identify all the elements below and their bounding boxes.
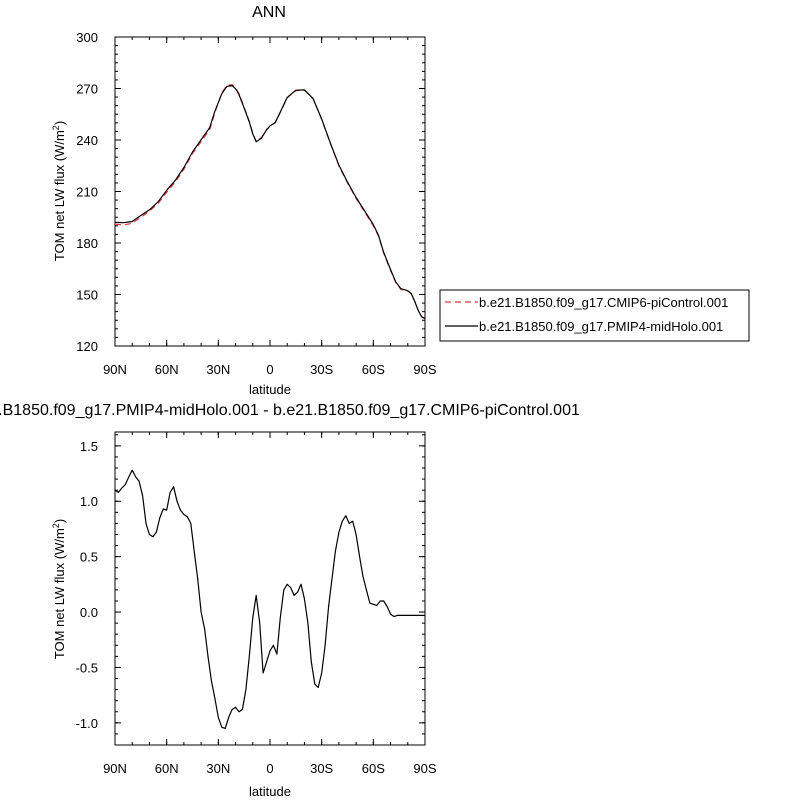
y-axis-label-text: TOM net LW flux (W/m — [52, 130, 67, 261]
legend: b.e21.B1850.f09_g17.CMIP6-piControl.001 … — [439, 289, 750, 342]
x-tick-label: 0 — [266, 761, 273, 776]
top-panel: ANN 90N 60N 30N 0 30S 60S 90S 120 150 180 210 240 27… — [51, 4, 750, 397]
series-line — [114, 83, 426, 320]
legend-label-picontrol: b.e21.B1850.f09_g17.CMIP6-piControl.001 — [479, 295, 728, 310]
y-tick-label: 150 — [76, 288, 98, 303]
x-tick-label: 30N — [206, 362, 230, 377]
series-line — [114, 469, 425, 730]
y-axis-label-superscript: 2 — [51, 125, 61, 130]
x-axis-label: latitude — [249, 784, 291, 799]
legend-label-midholo: b.e21.B1850.f09_g17.PMIP4-midHolo.001 — [479, 319, 723, 334]
y-axis-label: TOM net LW flux (W/m2) — [51, 121, 67, 261]
x-tick-label: 90N — [103, 362, 127, 377]
series-line — [114, 84, 426, 320]
x-tick-label: 60S — [362, 761, 385, 776]
y-axis-label-text: TOM net LW flux (W/m — [52, 528, 67, 659]
chart-title: b.e21.B1850.f09_g17.PMIP4-midHolo.001 - … — [0, 402, 580, 419]
y-tick-label: 120 — [76, 339, 98, 354]
y-tick-label: 300 — [76, 30, 98, 45]
bottom-panel: b.e21.B1850.f09_g17.PMIP4-midHolo.001 - … — [0, 402, 580, 799]
legend-box — [439, 289, 750, 342]
plot-frame — [114, 431, 426, 746]
x-tick-label: 60N — [155, 362, 179, 377]
axis-ticks: 90N 60N 30N 0 30S 60S 90S 120 150 180 210 240 270 300 — [76, 30, 437, 377]
y-tick-label: -1.0 — [76, 716, 98, 731]
y-tick-label: 210 — [76, 185, 98, 200]
y-tick-label: 1.5 — [80, 439, 98, 454]
series-lines — [114, 83, 426, 320]
y-tick-label: 0.0 — [80, 605, 98, 620]
y-axis-label-suffix: ) — [52, 519, 67, 523]
chart-title: ANN — [252, 4, 286, 21]
y-tick-label: 240 — [76, 133, 98, 148]
x-tick-label: 30S — [310, 362, 333, 377]
x-axis-label: latitude — [249, 382, 291, 397]
y-tick-label: 180 — [76, 236, 98, 251]
x-tick-label: 30N — [206, 761, 230, 776]
x-tick-label: 90N — [103, 761, 127, 776]
series-lines — [114, 469, 425, 730]
y-axis-label-suffix: ) — [52, 121, 67, 125]
x-tick-label: 60N — [155, 761, 179, 776]
y-axis-label-superscript: 2 — [51, 523, 61, 528]
y-tick-label: -0.5 — [76, 660, 98, 675]
y-axis-label: TOM net LW flux (W/m2) — [51, 519, 67, 659]
x-tick-label: 30S — [310, 761, 333, 776]
y-tick-label: 270 — [76, 82, 98, 97]
y-tick-label: 1.0 — [80, 494, 98, 509]
x-tick-label: 0 — [266, 362, 273, 377]
axis-ticks: 90N 60N 30N 0 30S 60S 90S -1.0 -0.5 0.0 0.5 1.0 1.5 — [76, 432, 437, 776]
y-tick-label: 0.5 — [80, 550, 98, 565]
x-tick-label: 90S — [413, 761, 436, 776]
x-tick-label: 90S — [413, 362, 436, 377]
plot-frame — [114, 36, 426, 347]
x-tick-label: 60S — [362, 362, 385, 377]
